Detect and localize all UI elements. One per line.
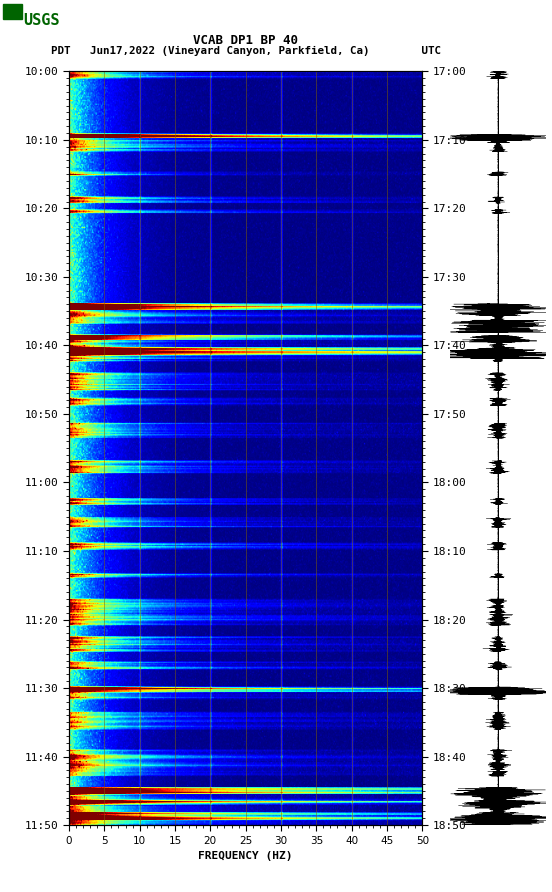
Text: VCAB DP1 BP 40: VCAB DP1 BP 40	[193, 34, 298, 47]
X-axis label: FREQUENCY (HZ): FREQUENCY (HZ)	[198, 851, 293, 861]
Bar	[3, 4, 22, 19]
Text: PDT   Jun17,2022 (Vineyard Canyon, Parkfield, Ca)        UTC: PDT Jun17,2022 (Vineyard Canyon, Parkfie…	[51, 46, 440, 56]
Text: USGS: USGS	[24, 13, 60, 28]
